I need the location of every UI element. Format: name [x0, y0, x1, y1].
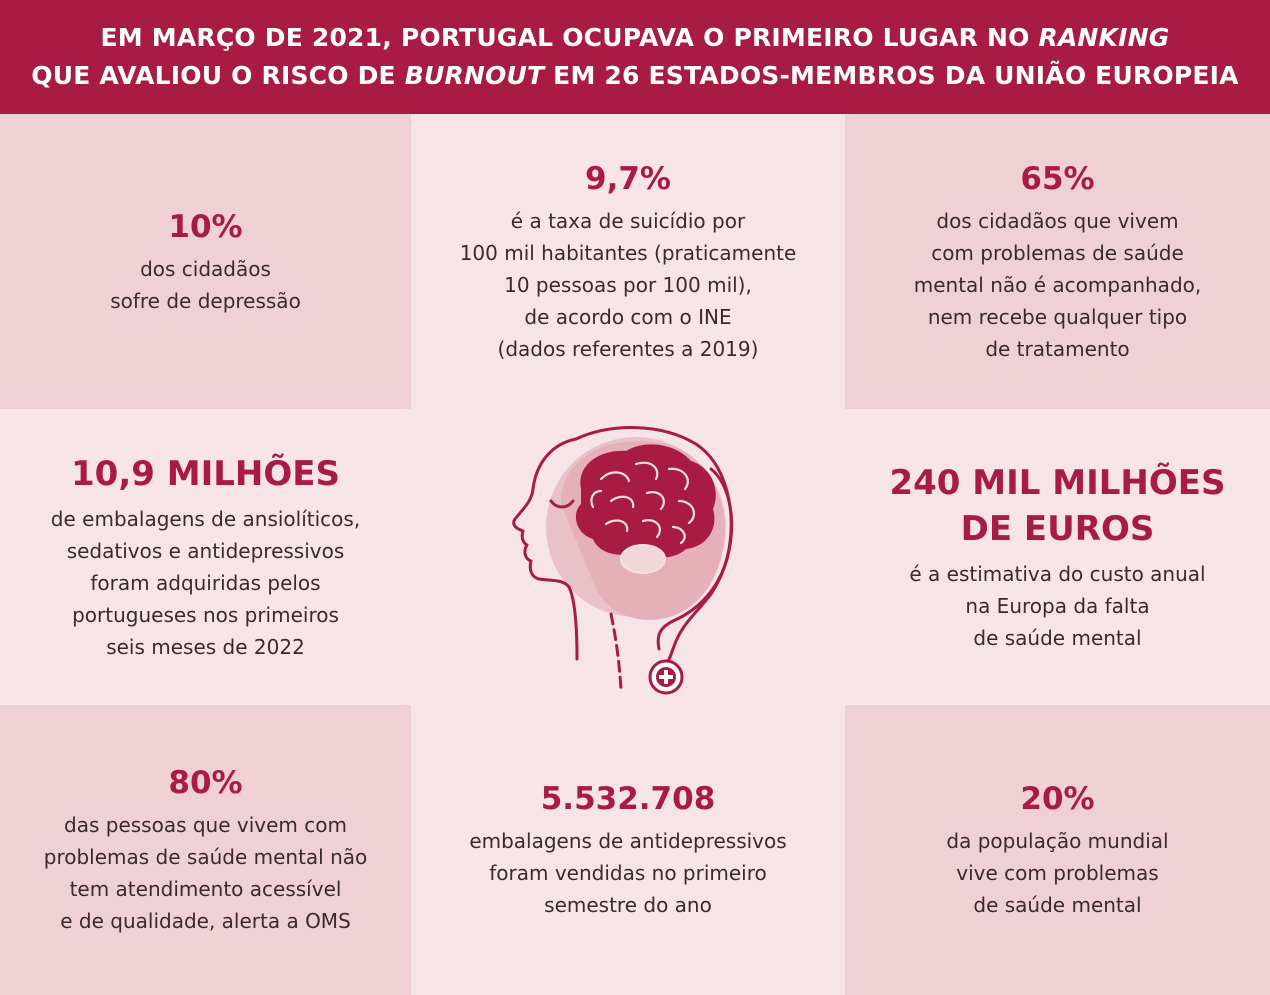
stat-value: 9,7%	[585, 160, 671, 197]
infographic-header: EM MARÇO DE 2021, PORTUGAL OCUPAVA O PRI…	[0, 0, 1270, 114]
stat-card-cost: 240 MIL MILHÕES DE EUROS é a estimativa …	[845, 409, 1270, 705]
stat-description: dos cidadãos que vivem com problemas de …	[913, 208, 1202, 361]
stat-card-world: 20% da população mundial vive com proble…	[845, 705, 1270, 995]
stat-description: das pessoas que vivem com problemas de s…	[43, 813, 368, 933]
stat-value: 80%	[168, 765, 243, 801]
head-brain-illustration	[411, 409, 845, 705]
stat-value: 5.532.708	[540, 781, 716, 817]
stat-description: embalagens de antidepressivos foram vend…	[469, 829, 787, 917]
stat-card-packages: 10,9 MILHÕES de embalagens de ansiolític…	[0, 409, 411, 705]
stat-value: 10%	[168, 208, 243, 245]
header-line-2: QUE AVALIOU O RISCO DE BURNOUT EM 26 EST…	[31, 61, 1239, 90]
stat-description: é a taxa de suicídio por 100 mil habitan…	[459, 208, 797, 361]
stat-value: 10,9 MILHÕES	[71, 454, 340, 494]
stat-description: dos cidadãos sofre de depressão	[110, 256, 301, 313]
stat-description: de embalagens de ansiolíticos, sedativos…	[50, 507, 361, 659]
head-brain-icon	[512, 426, 734, 695]
stat-card-untreated: 65% dos cidadãos que vivem com problemas…	[845, 114, 1270, 409]
header-line-1: EM MARÇO DE 2021, PORTUGAL OCUPAVA O PRI…	[100, 23, 1170, 52]
stat-card-suicide-rate: 9,7% é a taxa de suicídio por 100 mil ha…	[411, 114, 845, 409]
stat-card-depression: 10% dos cidadãos sofre de depressão	[0, 114, 411, 409]
stat-description: da população mundial vive com problemas …	[946, 829, 1169, 917]
stat-card-access: 80% das pessoas que vivem com problemas …	[0, 705, 411, 995]
stat-value: 65%	[1020, 160, 1095, 197]
stat-description: é a estimativa do custo anual na Europa …	[909, 562, 1206, 650]
stat-value: 20%	[1020, 781, 1095, 817]
stat-value: 240 MIL MILHÕES DE EUROS	[889, 463, 1226, 549]
stat-card-antidepressants: 5.532.708 embalagens de antidepressivos …	[411, 705, 845, 995]
